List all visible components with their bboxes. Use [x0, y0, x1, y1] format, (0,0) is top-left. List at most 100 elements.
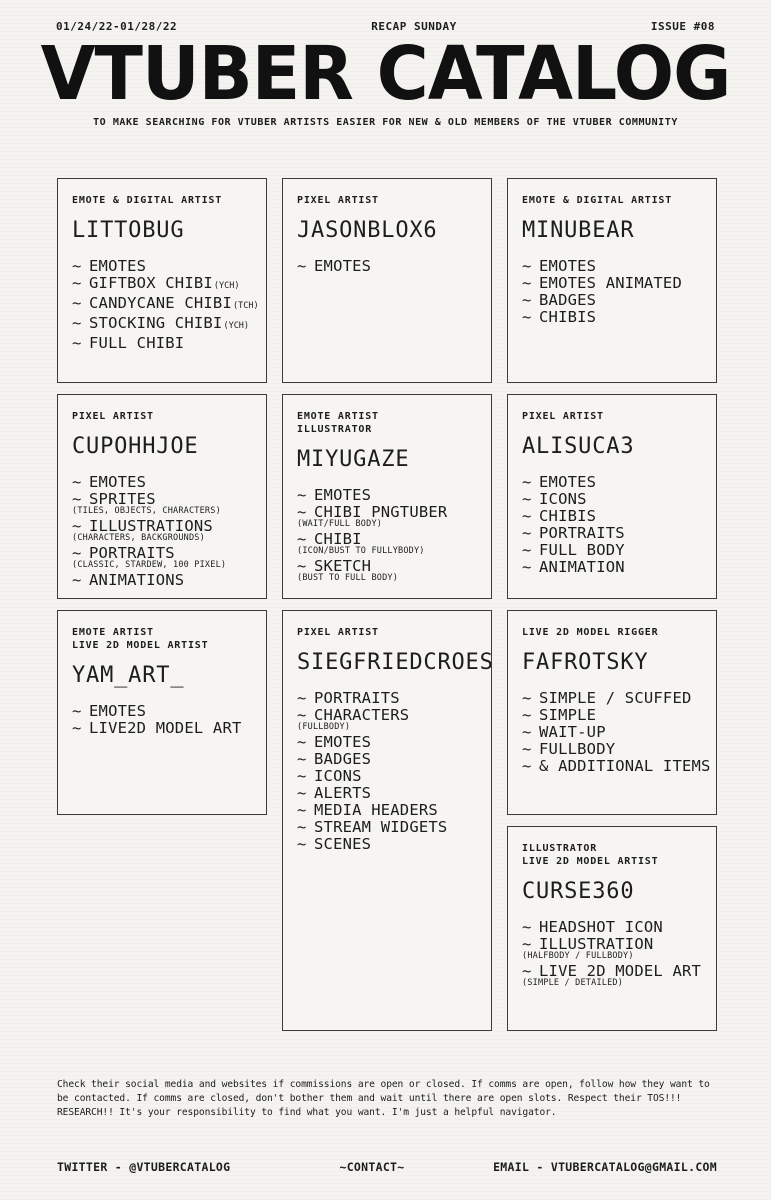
- artist-roles: EMOTE & DIGITAL ARTIST: [522, 194, 702, 207]
- service-item: ~ LIVE2D MODEL ART: [72, 720, 252, 737]
- service-label: ILLUSTRATION: [539, 935, 654, 953]
- tilde-bullet: ~: [522, 689, 532, 707]
- service-item: ~ PORTRAITS: [297, 690, 477, 707]
- service-row: ~ EMOTES ANIMATED: [522, 275, 702, 292]
- service-row: ~ SIMPLE / SCUFFED: [522, 690, 702, 707]
- artist-service-list: ~ EMOTES ~ GIFTBOX CHIBI (YCH) ~ CANDYCANE CHI…: [72, 258, 259, 352]
- service-label: BADGES: [314, 750, 372, 768]
- tilde-bullet: ~: [522, 706, 532, 724]
- service-label: CHARACTERS: [314, 706, 410, 724]
- artist-role: PIXEL ARTIST: [297, 195, 379, 206]
- service-row: ~ ALERTS: [297, 785, 477, 802]
- artist-service-list: ~ HEADSHOT ICON ~ ILLUSTRATION (HALFBODY / F…: [522, 919, 702, 989]
- service-label: STOCKING CHIBI: [89, 314, 223, 332]
- service-label: SKETCH: [314, 557, 372, 575]
- artist-card: PIXEL ARTIST CUPOHHJOE ~ EMOTES ~ SPRITES (T…: [57, 394, 267, 599]
- service-note: (TILES, OBJECTS, CHARACTERS): [72, 506, 221, 516]
- tilde-bullet: ~: [72, 571, 82, 589]
- service-item: ~ SIMPLE / SCUFFED: [522, 690, 702, 707]
- service-item: ~ EMOTES: [297, 258, 477, 275]
- service-label: MEDIA HEADERS: [314, 801, 438, 819]
- service-row: ~ LIVE2D MODEL ART: [72, 720, 252, 737]
- artist-roles: PIXEL ARTIST: [297, 194, 477, 207]
- service-row: ~ CHIBI: [297, 531, 477, 548]
- service-item: ~ CHIBIS: [522, 309, 702, 326]
- artist-role: EMOTE & DIGITAL ARTIST: [72, 195, 223, 206]
- service-label: STREAM WIDGETS: [314, 818, 448, 836]
- artist-name: JASONBLOX6: [297, 218, 438, 243]
- tilde-bullet: ~: [522, 962, 532, 980]
- service-item: ~ EMOTES ANIMATED: [522, 275, 702, 292]
- artist-role: PIXEL ARTIST: [522, 411, 604, 422]
- service-row: ~ EMOTES: [72, 258, 252, 275]
- service-tag: (YCH): [213, 281, 240, 291]
- page-header: 01/24/22-01/28/22 RECAP SUNDAY ISSUE #08…: [0, 0, 771, 128]
- service-row: ~ SCENES: [297, 836, 477, 853]
- tilde-bullet: ~: [297, 257, 307, 275]
- service-note: (FULLBODY): [297, 722, 351, 732]
- service-row: ~ CHIBIS: [522, 309, 702, 326]
- service-row: ~ CHARACTERS: [297, 707, 477, 724]
- service-label: EMOTES: [539, 257, 597, 275]
- tilde-bullet: ~: [522, 524, 532, 542]
- contact-label: ~CONTACT~: [339, 1160, 405, 1174]
- artist-card: EMOTE ARTIST ILLUSTRATOR MIYUGAZE ~ EMOTES…: [282, 394, 492, 599]
- artist-card: EMOTE & DIGITAL ARTIST MINUBEAR ~ EMOTES ~…: [507, 178, 717, 383]
- service-item: ~ STREAM WIDGETS: [297, 819, 477, 836]
- service-label: SIMPLE: [539, 706, 597, 724]
- service-row: ~ PORTRAITS: [72, 545, 252, 562]
- tilde-bullet: ~: [72, 257, 82, 275]
- service-tag: (TCH): [232, 301, 259, 311]
- service-row: ~ BADGES: [297, 751, 477, 768]
- service-note: (ICON/BUST TO FULLYBODY): [297, 546, 425, 556]
- tilde-bullet: ~: [297, 784, 307, 802]
- tilde-bullet: ~: [522, 740, 532, 758]
- service-item: ~ CHARACTERS (FULLBODY): [297, 707, 477, 733]
- email-address: EMAIL - VTUBERCATALOG@GMAIL.COM: [493, 1160, 717, 1174]
- artist-service-list: ~ EMOTES ~ EMOTES ANIMATED ~ BADGES ~ CHIBIS: [522, 258, 702, 326]
- service-row: ~ FULL BODY: [522, 542, 702, 559]
- service-label: LIVE 2D MODEL ART: [539, 962, 702, 980]
- service-note: (HALFBODY / FULLBODY): [522, 951, 634, 961]
- artist-service-list: ~ EMOTES ~ LIVE2D MODEL ART: [72, 703, 252, 737]
- service-row: ~ SKETCH: [297, 558, 477, 575]
- service-row: ~ PORTRAITS: [297, 690, 477, 707]
- issue-meta-row: 01/24/22-01/28/22 RECAP SUNDAY ISSUE #08: [0, 0, 771, 33]
- service-item: ~ ILLUSTRATION (HALFBODY / FULLBODY): [522, 935, 702, 962]
- service-label: CHIBI: [314, 530, 362, 548]
- service-row: ~ PORTRAITS: [522, 525, 702, 542]
- tilde-bullet: ~: [72, 274, 82, 292]
- artist-role: PIXEL ARTIST: [297, 627, 379, 638]
- tilde-bullet: ~: [297, 706, 307, 724]
- service-item: ~ EMOTES: [522, 258, 702, 275]
- page-footer: TWITTER - @VTUBERCATALOG ~CONTACT~ EMAIL…: [57, 1160, 717, 1174]
- artist-service-list: ~ EMOTES ~ SPRITES (TILES, OBJECTS, CHARACTE…: [72, 474, 252, 589]
- tilde-bullet: ~: [522, 935, 532, 953]
- artist-roles: PIXEL ARTIST: [72, 410, 252, 423]
- service-item: ~ ALERTS: [297, 785, 477, 802]
- service-item: ~ STOCKING CHIBI (YCH): [72, 315, 252, 335]
- artist-card: PIXEL ARTIST JASONBLOX6 ~ EMOTES: [282, 178, 492, 383]
- tilde-bullet: ~: [297, 503, 307, 521]
- artist-name: LITTOBUG: [72, 218, 185, 243]
- service-item: ~ LIVE 2D MODEL ART (SIMPLE / DETAILED): [522, 962, 702, 989]
- service-row: ~ BADGES: [522, 292, 702, 309]
- tilde-bullet: ~: [522, 308, 532, 326]
- service-item: ~ FULL BODY: [522, 542, 702, 559]
- tilde-bullet: ~: [72, 334, 82, 352]
- service-item: ~ CANDYCANE CHIBI (TCH): [72, 294, 259, 315]
- tilde-bullet: ~: [72, 294, 82, 312]
- artist-roles: ILLUSTRATOR LIVE 2D MODEL ARTIST: [522, 842, 702, 868]
- tilde-bullet: ~: [72, 719, 82, 737]
- service-label: CHIBI PNGTUBER: [314, 503, 448, 521]
- service-row: ~ GIFTBOX CHIBI (YCH): [72, 275, 252, 295]
- service-item: ~ SKETCH (BUST TO FULL BODY): [297, 558, 477, 584]
- service-row: ~ ANIMATIONS: [72, 572, 252, 589]
- artist-roles: PIXEL ARTIST: [522, 410, 702, 423]
- service-row: ~ STREAM WIDGETS: [297, 819, 477, 836]
- artist-name: YAM_ART_: [72, 663, 185, 688]
- tilde-bullet: ~: [72, 473, 82, 491]
- artist-name: SIEGFRIEDCROES: [297, 650, 492, 675]
- tilde-bullet: ~: [522, 291, 532, 309]
- service-row: ~ MEDIA HEADERS: [297, 802, 477, 819]
